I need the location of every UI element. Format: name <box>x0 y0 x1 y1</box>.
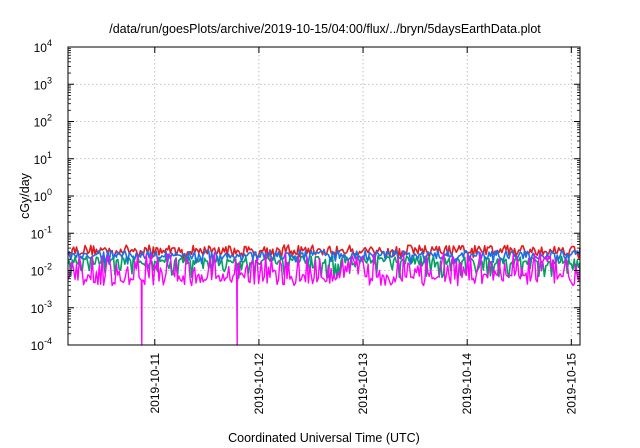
y-tick-label: 100 <box>34 187 52 204</box>
x-tick-label: 2019-10-15 <box>564 353 578 415</box>
series-line <box>67 255 581 280</box>
grid <box>68 47 580 345</box>
x-tick-label: 2019-10-11 <box>148 353 162 414</box>
y-tick-label: 104 <box>34 38 52 55</box>
x-tick-label: 2019-10-13 <box>356 353 370 415</box>
x-axis-ticks: 2019-10-11 2019-10-12 2019-10-13 2019-10-14… <box>148 47 578 415</box>
y-tick-label: 10-2 <box>31 262 52 279</box>
y-tick-label: 101 <box>34 150 52 167</box>
y-tick-label: 102 <box>34 113 52 130</box>
x-tick-label: 2019-10-14 <box>460 353 474 415</box>
y-tick-label: 10-4 <box>31 336 52 353</box>
x-axis-label: Coordinated Universal Time (UTC) <box>228 431 420 445</box>
x-tick-label: 2019-10-12 <box>252 353 266 415</box>
y-axis-label: cGy/day <box>18 172 32 219</box>
y-tick-label: 10-1 <box>31 224 52 241</box>
y-tick-label: 10-3 <box>31 299 52 316</box>
chart-title: /data/run/goesPlots/archive/2019-10-15/0… <box>109 22 541 36</box>
series-line <box>67 252 581 346</box>
y-tick-label: 103 <box>34 75 52 92</box>
y-axis-ticks: 10-4 10-3 10-2 10-1 100 101 102 103 104 <box>31 38 580 353</box>
series-group <box>67 244 581 346</box>
series-line <box>67 249 581 265</box>
